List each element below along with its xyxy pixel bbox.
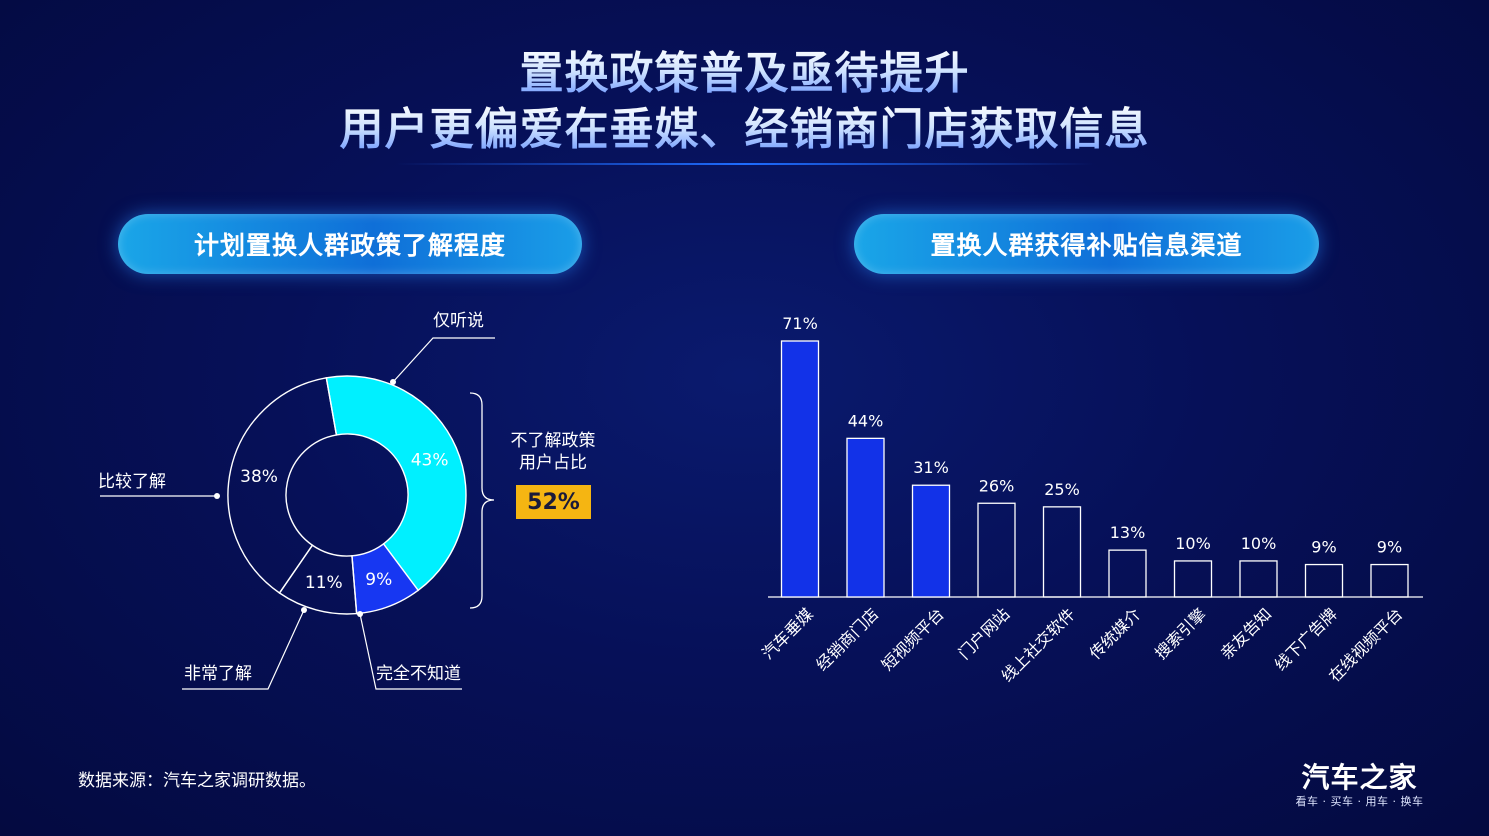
bar-value-label-9: 9% <box>1377 538 1402 557</box>
callout-label-very-know: 非常了解 <box>184 664 252 684</box>
donut-slice-0 <box>325 375 467 592</box>
data-source-note: 数据来源：汽车之家调研数据。 <box>78 771 316 791</box>
bar-category-label-3: 门户网站 <box>955 604 1014 663</box>
brand-logo-name: 汽车之家 <box>1301 761 1418 794</box>
callout-dot-very-know <box>301 607 307 613</box>
callout-label-only-heard: 仅听说 <box>433 311 484 331</box>
bar-panel-title: 置换人群获得补贴信息渠道 <box>854 214 1319 274</box>
callout-line-only-heard <box>392 337 495 383</box>
donut-value-label-0: 43% <box>411 450 449 470</box>
bar-category-label-0: 汽车垂媒 <box>758 604 817 663</box>
donut-value-label-3: 38% <box>240 467 278 487</box>
callout-dot-somewhat-know <box>214 493 220 499</box>
title-line-1: 置换政策普及亟待提升 <box>0 46 1489 102</box>
bar-4 <box>1042 506 1082 598</box>
bar-category-label-6: 搜索引擎 <box>1151 604 1210 663</box>
bar-value-label-6: 10% <box>1175 534 1211 553</box>
bar-9 <box>1370 563 1409 598</box>
bar-category-label-5: 传统媒介 <box>1086 604 1145 663</box>
bar-value-label-0: 71% <box>782 314 818 333</box>
bar-category-label-8: 线下广告牌 <box>1271 604 1341 674</box>
callout-label-somewhat-know: 比较了解 <box>98 472 166 492</box>
brand-logo: 汽车之家 看车 · 买车 · 用车 · 换车 <box>1292 762 1427 810</box>
callout-dot-not-know <box>357 611 363 617</box>
bar-value-label-2: 31% <box>913 458 949 477</box>
summary-badge: 52% <box>516 485 591 519</box>
summary-line-1: 不了解政策 <box>510 431 596 451</box>
title-underline <box>395 163 1095 165</box>
callout-line-very-know <box>182 609 305 690</box>
summary-bracket <box>469 392 495 609</box>
donut-slice-3 <box>227 376 338 594</box>
donut-value-label-1: 9% <box>365 570 392 590</box>
bar-7 <box>1239 560 1278 598</box>
donut-value-label-2: 11% <box>305 573 343 593</box>
bar-value-label-4: 25% <box>1044 480 1080 499</box>
bar-chart: 71%汽车垂媒44%经销商门店31%短视频平台26%门户网站25%线上社交软件1… <box>758 314 1423 686</box>
bar-0 <box>780 340 820 598</box>
page-title: 置换政策普及亟待提升 用户更偏爱在垂媒、经销商门店获取信息 <box>0 46 1489 158</box>
donut-callouts: 仅听说 比较了解 非常了解 完全不知道 <box>98 311 495 690</box>
callout-dot-only-heard <box>390 379 396 385</box>
bar-2 <box>911 484 951 598</box>
bar-3 <box>977 502 1016 598</box>
bar-value-label-1: 44% <box>848 411 884 430</box>
callout-label-not-know: 完全不知道 <box>376 664 461 684</box>
bar-value-label-3: 26% <box>979 476 1015 495</box>
donut-panel-title: 计划置换人群政策了解程度 <box>118 214 582 274</box>
bar-value-label-8: 9% <box>1311 538 1336 557</box>
summary-text: 不了解政策 用户占比 <box>498 430 608 474</box>
bar-5 <box>1108 549 1147 598</box>
bar-value-label-7: 10% <box>1241 534 1277 553</box>
donut-chart: 43% 9% 11% 38% <box>227 375 467 615</box>
bar-8 <box>1304 563 1344 598</box>
bar-category-label-1: 经销商门店 <box>812 604 882 674</box>
brand-logo-tagline: 看车 · 买车 · 用车 · 换车 <box>1295 795 1424 808</box>
summary-line-2: 用户占比 <box>519 453 587 473</box>
bar-1 <box>846 437 885 598</box>
title-line-2: 用户更偏爱在垂媒、经销商门店获取信息 <box>0 102 1489 158</box>
bar-category-label-7: 亲友告知 <box>1217 604 1276 663</box>
bar-6 <box>1173 560 1213 598</box>
callout-line-not-know <box>359 613 462 690</box>
bar-category-label-2: 短视频平台 <box>878 604 948 674</box>
bar-value-label-5: 13% <box>1110 523 1146 542</box>
